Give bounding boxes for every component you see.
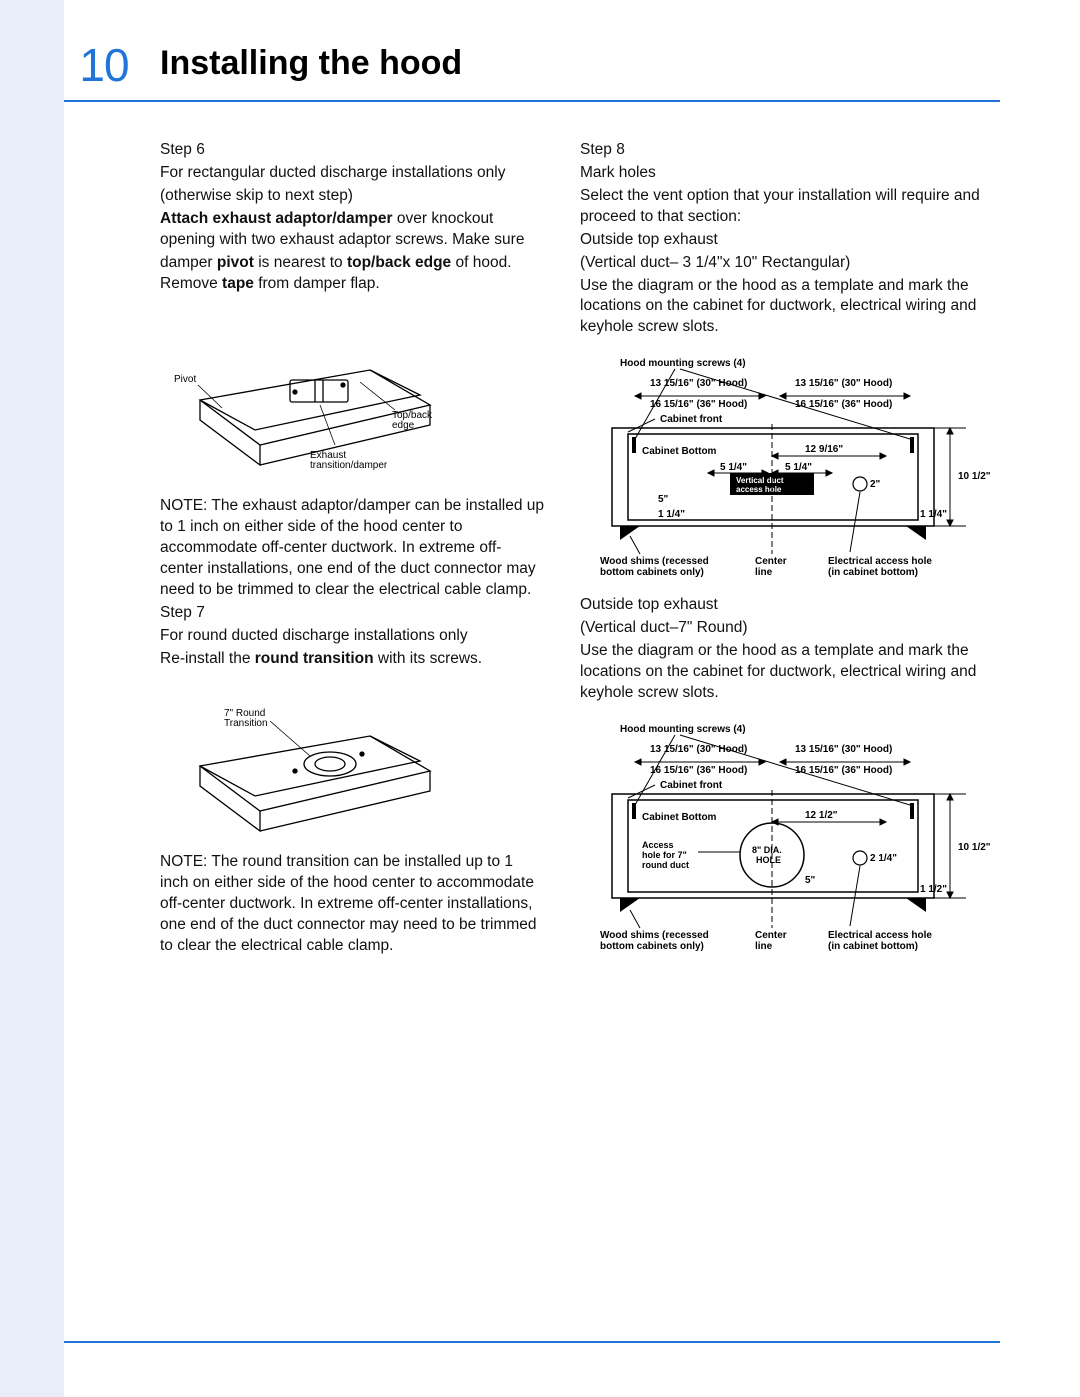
d: 5" <box>805 875 816 886</box>
step6-attach: Attach exhaust adaptor/damper over knock… <box>160 209 544 251</box>
figure-step6: Pivot Top/backedge Exhausttransition/dam… <box>160 310 544 480</box>
step8-subtitle: Mark holes <box>580 163 1000 184</box>
t: from damper flap. <box>254 275 380 292</box>
d: Cabinet front <box>660 780 723 791</box>
d: 16 15/16" (36" Hood) <box>795 765 892 776</box>
d: 2 1/4" <box>870 853 897 864</box>
note-bold: NOTE: <box>160 853 207 870</box>
ote1-body: Use the diagram or the hood as a templat… <box>580 276 1000 339</box>
d: Hood mounting screws (4) <box>620 724 746 735</box>
ote2-duct: (Vertical duct–7" Round) <box>580 618 1000 639</box>
d: 12 1/2" <box>805 810 838 821</box>
d: 16 15/16" (36" Hood) <box>650 399 747 410</box>
page-title: Installing the hood <box>160 44 462 83</box>
d: 12 9/16" <box>805 444 843 455</box>
d: 13 15/16" (30" Hood) <box>795 378 892 389</box>
step6-otherwise: (otherwise skip to next step) <box>160 186 544 207</box>
d: 10 1/2" <box>958 471 991 482</box>
left-column: Step 6 For rectangular ducted discharge … <box>160 140 544 971</box>
t: with its screws. <box>374 650 483 667</box>
step7-note: NOTE: The round transition can be instal… <box>160 852 544 957</box>
d: 13 15/16" (30" Hood) <box>650 744 747 755</box>
svg-text:7" RoundTransition: 7" RoundTransition <box>224 708 268 729</box>
step8-label: Step 8 <box>580 140 1000 161</box>
svg-text:HOLE: HOLE <box>756 855 781 865</box>
note-bold: NOTE: <box>160 497 207 514</box>
svg-text:Top/backedge: Top/backedge <box>392 410 433 431</box>
svg-text:Exhausttransition/damper: Exhausttransition/damper <box>310 450 388 471</box>
d: 2" <box>870 479 881 490</box>
svg-text:Electrical access hole(in cabi: Electrical access hole(in cabinet bottom… <box>828 930 932 952</box>
t: Re-install the <box>160 650 255 667</box>
round-bold: round transition <box>255 650 374 667</box>
d: 5" <box>658 494 669 505</box>
footer-rule <box>64 1341 1000 1343</box>
d: 16 15/16" (36" Hood) <box>650 765 747 776</box>
d: Cabinet Bottom <box>642 446 717 457</box>
step8-intro: Select the vent option that your install… <box>580 186 1000 228</box>
step7-subtitle: For round ducted discharge installations… <box>160 626 544 647</box>
figure-step7: 7" RoundTransition <box>160 686 544 836</box>
step7-body: Re-install the round transition with its… <box>160 649 544 670</box>
right-column: Step 8 Mark holes Select the vent option… <box>580 140 1000 971</box>
step6-subtitle: For rectangular ducted discharge install… <box>160 163 544 184</box>
svg-text:Centerline: Centerline <box>755 556 787 578</box>
d-hood-mounting: Hood mounting screws (4) <box>620 358 746 369</box>
topback-bold: top/back edge <box>347 254 451 271</box>
step6-note: NOTE: The exhaust adaptor/damper can be … <box>160 496 544 601</box>
diagram-round: Hood mounting screws (4) 13 15/16" (30" … <box>580 720 1000 955</box>
d: Cabinet front <box>660 414 723 425</box>
t: damper <box>160 254 217 271</box>
title-rule <box>64 100 1000 102</box>
svg-text:Electrical access hole(in cabi: Electrical access hole(in cabinet bottom… <box>828 556 932 578</box>
tape-bold: tape <box>222 275 254 292</box>
d: 13 15/16" (30" Hood) <box>650 378 747 389</box>
page-number: 10 <box>64 38 144 92</box>
d: 1 1/4" <box>658 509 685 520</box>
step6-attach-bold: Attach exhaust adaptor/damper <box>160 210 393 227</box>
d: 5 1/4" <box>720 462 747 473</box>
t: The exhaust adaptor/damper can be instal… <box>160 497 544 598</box>
ote1-duct: (Vertical duct– 3 1/4"x 10" Rectangular) <box>580 253 1000 274</box>
svg-text:Vertical duct: Vertical duct <box>736 476 784 485</box>
ote1-title: Outside top exhaust <box>580 230 1000 251</box>
content-area: Step 6 For rectangular ducted discharge … <box>160 140 1000 971</box>
d: 13 15/16" (30" Hood) <box>795 744 892 755</box>
d: 10 1/2" <box>958 842 991 853</box>
d: 16 15/16" (36" Hood) <box>795 399 892 410</box>
d: 1 1/4" <box>920 509 947 520</box>
step7-label: Step 7 <box>160 603 544 624</box>
fig1-pivot: Pivot <box>174 374 196 385</box>
svg-text:8" DIA.: 8" DIA. <box>752 845 782 855</box>
d: 5 1/4" <box>785 462 812 473</box>
t: is nearest to <box>254 254 347 271</box>
step6-label: Step 6 <box>160 140 544 161</box>
pivot-bold: pivot <box>217 254 254 271</box>
svg-text:Accesshole for 7"round duct: Accesshole for 7"round duct <box>642 840 689 870</box>
step6-pivot-line: damper pivot is nearest to top/back edge… <box>160 253 544 295</box>
sidebar-band <box>0 0 64 1397</box>
ote2-body: Use the diagram or the hood as a templat… <box>580 641 1000 704</box>
svg-text:Centerline: Centerline <box>755 930 787 952</box>
svg-text:access hole: access hole <box>736 485 782 494</box>
diagram-rectangular: Hood mounting screws (4) 13 15/16" (30" … <box>580 354 1000 579</box>
t: The round transition can be installed up… <box>160 853 537 954</box>
d: Cabinet Bottom <box>642 812 717 823</box>
svg-text:Wood shims (recessedbottom cab: Wood shims (recessedbottom cabinets only… <box>600 556 709 578</box>
d: 1 1/2" <box>920 884 947 895</box>
svg-text:Wood shims (recessedbottom cab: Wood shims (recessedbottom cabinets only… <box>600 930 709 952</box>
ote2-title: Outside top exhaust <box>580 595 1000 616</box>
